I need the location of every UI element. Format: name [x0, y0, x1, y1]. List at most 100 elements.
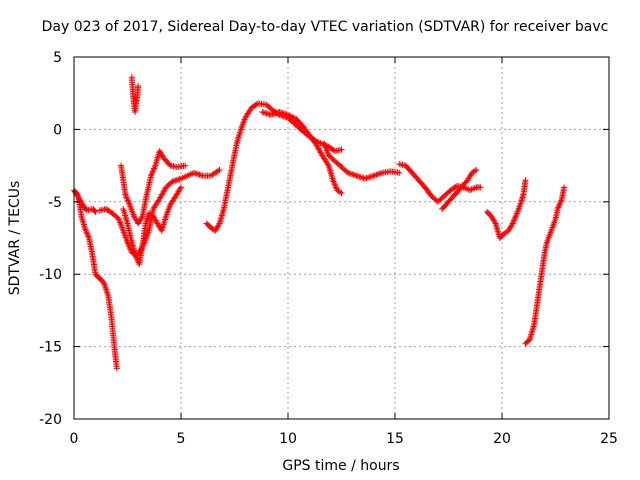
- data-point: [557, 198, 564, 205]
- y-tick-label: -5: [48, 195, 62, 211]
- data-point: [289, 114, 296, 121]
- data-point: [92, 208, 99, 215]
- data-point: [512, 214, 519, 221]
- data-point: [81, 224, 88, 231]
- data-point: [84, 230, 91, 237]
- y-tick-label: -20: [39, 412, 62, 428]
- data-point: [135, 82, 142, 89]
- x-tick-label: 0: [70, 431, 79, 447]
- series-arc-f: [120, 184, 184, 268]
- data-point: [182, 162, 189, 169]
- chart-title: Day 023 of 2017, Sidereal Day-to-day VTE…: [42, 19, 609, 35]
- data-point: [148, 172, 155, 179]
- x-tick-label: 15: [386, 431, 404, 447]
- x-tick-label: 5: [177, 431, 186, 447]
- data-point: [178, 184, 184, 191]
- data-point: [126, 200, 133, 207]
- data-point: [477, 184, 484, 191]
- data-point: [149, 169, 156, 176]
- series-arc-l: [484, 177, 529, 241]
- y-tick-label: 0: [53, 122, 62, 138]
- data-point: [330, 178, 337, 185]
- data-point: [510, 217, 517, 224]
- x-tick-label: 10: [279, 431, 297, 447]
- data-point: [471, 167, 478, 174]
- x-tick-label: 20: [493, 431, 511, 447]
- data-point: [150, 166, 157, 173]
- series-arc-e: [128, 74, 142, 116]
- data-point: [177, 185, 184, 192]
- series-arc-j: [396, 161, 484, 205]
- data-point: [473, 166, 480, 173]
- data-point: [557, 200, 564, 207]
- data-point: [491, 219, 498, 226]
- y-tick-label: -15: [39, 340, 62, 356]
- data-point: [331, 179, 338, 186]
- data-point: [561, 184, 568, 191]
- data-point: [508, 221, 515, 228]
- grid-lines: [74, 57, 609, 419]
- data-point: [215, 221, 222, 228]
- data-point: [123, 194, 130, 201]
- data-point: [215, 167, 222, 174]
- data-point: [511, 216, 518, 223]
- data-point: [332, 182, 339, 189]
- data-point: [122, 193, 129, 200]
- data-point: [85, 233, 92, 240]
- data-point: [138, 214, 145, 221]
- data-point: [286, 112, 293, 119]
- data-point: [556, 201, 563, 208]
- data-point: [83, 229, 90, 236]
- data-point: [512, 213, 519, 220]
- x-tick-labels: 0 5 10 15 20 25: [70, 431, 618, 447]
- data-point: [396, 169, 403, 176]
- data-point: [338, 190, 345, 197]
- data-point: [555, 204, 562, 211]
- series-arc-h: [259, 109, 345, 197]
- data-point: [329, 177, 336, 184]
- data-points: [71, 74, 568, 372]
- y-tick-label: 5: [53, 50, 62, 66]
- series-arc-i: [321, 140, 403, 182]
- data-point: [522, 177, 529, 184]
- y-axis-label: SDTVAR / TECUs: [7, 181, 23, 296]
- plot-frame: [73, 56, 610, 420]
- data-point: [216, 166, 223, 173]
- data-point: [285, 111, 291, 118]
- data-point: [558, 197, 565, 204]
- data-point: [124, 195, 131, 202]
- data-point: [151, 164, 158, 171]
- y-tick-label: -10: [39, 267, 62, 283]
- data-point: [124, 197, 131, 204]
- series-arc-m: [522, 184, 568, 347]
- series-arc-g: [203, 100, 345, 234]
- data-point: [513, 211, 520, 218]
- data-point: [287, 113, 294, 120]
- data-point: [122, 191, 129, 198]
- data-point: [148, 171, 155, 178]
- data-point: [509, 220, 516, 227]
- x-axis-label: GPS time / hours: [282, 458, 399, 474]
- series-arc-d: [118, 148, 189, 227]
- series-arc-c: [96, 166, 223, 259]
- data-point: [84, 232, 91, 239]
- data-point: [82, 226, 89, 233]
- data-point: [510, 219, 517, 226]
- data-point: [338, 146, 345, 153]
- data-point: [126, 245, 133, 252]
- x-tick-label: 25: [600, 431, 618, 447]
- series-arc-k: [439, 166, 480, 213]
- data-point: [554, 206, 561, 213]
- data-point: [332, 184, 339, 191]
- axis-ticks: [73, 56, 610, 420]
- data-point: [82, 227, 89, 234]
- data-point: [555, 203, 562, 210]
- data-point: [133, 255, 140, 262]
- data-point: [151, 165, 158, 172]
- data-point: [125, 198, 132, 205]
- data-point: [113, 365, 120, 372]
- data-point: [149, 168, 156, 175]
- y-tick-labels: -20 -15 -10 -5 0 5: [39, 50, 62, 428]
- data-point: [331, 181, 338, 188]
